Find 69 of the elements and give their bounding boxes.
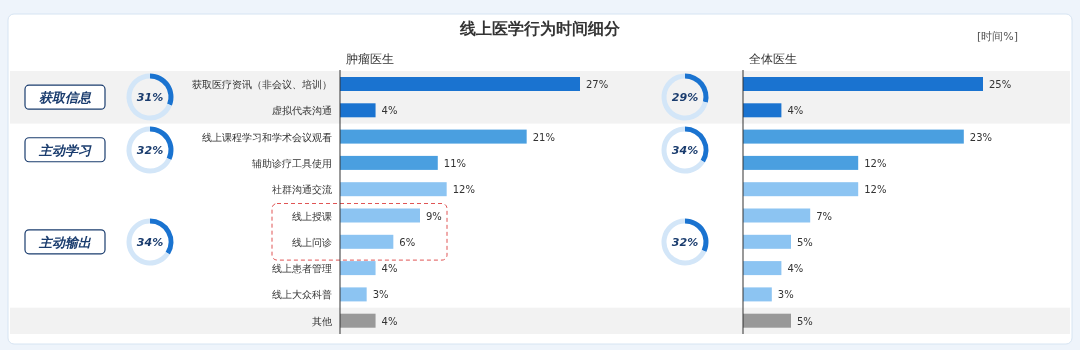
bar: [743, 234, 791, 249]
y-tick-label: 线上问诊: [292, 236, 332, 248]
bar: [340, 208, 420, 223]
data-label: 4%: [381, 263, 398, 275]
bar: [340, 103, 376, 118]
bar: [743, 208, 811, 223]
data-label: 3%: [372, 289, 389, 301]
data-label: 21%: [532, 131, 555, 143]
y-tick-label: 线上课程学习和学术会议观看: [202, 131, 332, 143]
donut-slice: [661, 126, 705, 174]
text: 32%: [671, 236, 699, 249]
text: 主动输出: [38, 234, 92, 250]
data-label: 4%: [381, 105, 398, 117]
data-label: 5%: [797, 236, 813, 248]
donut-slice: [661, 218, 707, 266]
data-label: 23%: [969, 131, 993, 143]
bar: [743, 155, 859, 170]
donut-slice: [126, 73, 172, 121]
bar: [743, 287, 772, 302]
donut-slice: [126, 218, 170, 266]
bar: [340, 261, 376, 276]
bar: [340, 182, 447, 197]
bar: [743, 129, 964, 144]
bar: [743, 103, 782, 118]
bar: [340, 313, 376, 328]
data-label: 27%: [586, 79, 609, 90]
y-tick-label: 其他: [312, 315, 332, 327]
data-label: 25%: [989, 79, 1012, 90]
y-tick-label: 虚拟代表沟通: [272, 105, 332, 117]
bar: [743, 77, 983, 91]
text: 34%: [671, 144, 699, 157]
data-label: 4%: [787, 105, 804, 117]
bar: [340, 155, 438, 170]
y-tick-label: 线上授课: [292, 210, 332, 222]
text: 34%: [136, 236, 164, 249]
donut-slice: [126, 126, 172, 174]
bar: [340, 287, 367, 302]
chart-subtitle: 肿瘤医生: [346, 52, 394, 66]
text: 32%: [136, 144, 164, 157]
y-tick-label: 辅助诊疗工具使用: [252, 157, 332, 169]
text: 31%: [136, 91, 164, 104]
chart-title: 线上医学行为时间细分: [459, 19, 621, 38]
bar: [340, 77, 580, 91]
y-tick-label: 社群沟通交流: [272, 184, 332, 196]
data-label: 12%: [452, 184, 475, 196]
chart-subtitle: 全体医生: [749, 52, 797, 66]
text: 获取信息: [39, 90, 92, 106]
bar: [743, 182, 859, 197]
bar: [743, 313, 791, 328]
text: [时间%]: [976, 30, 1018, 43]
data-label: 4%: [787, 263, 804, 275]
data-label: 5%: [797, 315, 813, 327]
data-label: 12%: [864, 184, 887, 196]
bar: [340, 129, 527, 144]
bar: [340, 234, 394, 249]
data-label: 11%: [443, 157, 467, 169]
donut-slice: [661, 73, 708, 121]
y-tick-label: 获取医疗资讯（非会议、培训）: [192, 79, 332, 90]
data-label: 12%: [864, 157, 887, 169]
data-label: 3%: [777, 289, 794, 301]
data-label: 6%: [399, 236, 416, 248]
bar: [743, 261, 782, 276]
text: 29%: [671, 91, 699, 104]
data-label: 9%: [426, 210, 442, 222]
y-tick-label: 线上大众科普: [272, 289, 332, 301]
text: 主动学习: [38, 142, 92, 158]
data-label: 4%: [381, 315, 398, 327]
data-label: 7%: [816, 210, 833, 222]
y-tick-label: 线上患者管理: [272, 263, 332, 275]
